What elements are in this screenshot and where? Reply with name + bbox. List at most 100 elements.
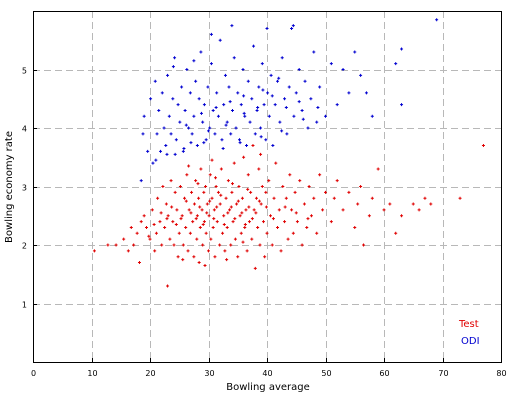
data-point-odi bbox=[199, 50, 203, 54]
data-point-test bbox=[184, 199, 188, 203]
data-point-test bbox=[288, 173, 292, 177]
data-point-odi bbox=[238, 141, 242, 145]
data-point-test bbox=[271, 217, 275, 221]
data-point-test bbox=[183, 196, 187, 200]
data-point-test bbox=[254, 196, 258, 200]
data-point-odi bbox=[297, 100, 301, 104]
data-point-test bbox=[126, 249, 130, 253]
data-point-test bbox=[185, 173, 189, 177]
data-point-test bbox=[190, 190, 194, 194]
data-point-odi bbox=[208, 126, 212, 130]
data-point-odi bbox=[151, 161, 155, 165]
data-point-odi bbox=[225, 120, 229, 124]
data-point-test bbox=[229, 243, 233, 247]
data-point-test bbox=[205, 211, 209, 215]
data-point-odi bbox=[197, 97, 201, 101]
data-point-odi bbox=[315, 120, 319, 124]
data-point-test bbox=[400, 214, 404, 218]
data-point-odi bbox=[184, 123, 188, 127]
data-point-test bbox=[321, 208, 325, 212]
data-point-test bbox=[205, 202, 209, 206]
data-point-test bbox=[263, 255, 267, 259]
data-point-odi bbox=[262, 103, 266, 107]
data-point-test bbox=[197, 261, 201, 265]
data-point-test bbox=[370, 196, 374, 200]
data-point-test bbox=[293, 190, 297, 194]
data-point-test bbox=[177, 231, 181, 235]
data-point-odi bbox=[276, 79, 280, 83]
grid-lines bbox=[33, 11, 501, 362]
data-point-test bbox=[281, 185, 285, 188]
data-point-test bbox=[382, 208, 386, 212]
data-point-odi bbox=[278, 120, 282, 124]
axis-ticks: 0 10 20 30 40 50 60 70 80 1 2 3 4 5 bbox=[22, 67, 507, 379]
data-point-odi bbox=[176, 103, 180, 107]
data-point-test bbox=[209, 237, 213, 241]
data-point-test bbox=[208, 173, 212, 177]
data-point-test bbox=[235, 202, 239, 206]
data-point-test bbox=[207, 249, 210, 253]
data-point-odi bbox=[230, 108, 234, 112]
data-point-odi bbox=[347, 91, 351, 95]
data-point-odi bbox=[400, 103, 404, 107]
data-point-test bbox=[170, 205, 174, 209]
data-point-odi bbox=[194, 79, 198, 83]
data-point-odi bbox=[353, 50, 357, 54]
y-tick-label: 2 bbox=[22, 242, 27, 251]
data-point-test bbox=[481, 144, 485, 148]
data-point-odi bbox=[270, 94, 274, 98]
x-tick-label: 10 bbox=[87, 369, 97, 378]
data-point-test bbox=[302, 202, 306, 206]
data-point-test bbox=[230, 190, 234, 194]
x-tick-label: 50 bbox=[321, 369, 331, 378]
data-point-odi bbox=[297, 68, 301, 71]
data-point-test bbox=[284, 196, 288, 200]
data-point-test bbox=[164, 202, 168, 206]
data-point-odi bbox=[181, 149, 185, 153]
data-point-odi bbox=[211, 108, 215, 112]
data-point-test bbox=[181, 258, 185, 262]
data-point-odi bbox=[189, 141, 193, 145]
data-point-test bbox=[417, 208, 421, 212]
data-point-test bbox=[180, 214, 184, 218]
data-point-odi bbox=[213, 132, 217, 136]
data-point-test bbox=[159, 211, 163, 215]
data-point-odi bbox=[157, 108, 161, 112]
data-point-test bbox=[202, 220, 206, 224]
data-point-test bbox=[178, 185, 182, 188]
data-point-test bbox=[257, 167, 261, 171]
data-point-test bbox=[129, 225, 133, 229]
data-point-test bbox=[215, 205, 219, 209]
data-point-odi bbox=[159, 149, 163, 153]
data-point-test bbox=[283, 205, 287, 209]
data-point-test bbox=[213, 255, 217, 259]
data-point-odi bbox=[280, 56, 284, 60]
data-point-odi bbox=[242, 111, 246, 115]
data-point-odi bbox=[324, 114, 327, 118]
data-point-test bbox=[362, 243, 366, 247]
data-point-test bbox=[250, 237, 254, 241]
y-tick-label: 4 bbox=[22, 125, 27, 134]
data-point-odi bbox=[171, 97, 175, 101]
data-point-test bbox=[195, 214, 199, 218]
data-point-test bbox=[176, 255, 180, 259]
data-point-test bbox=[423, 196, 427, 200]
data-point-test bbox=[251, 144, 255, 148]
data-point-test bbox=[203, 263, 207, 267]
data-point-odi bbox=[192, 114, 196, 118]
data-point-test bbox=[212, 208, 216, 212]
data-point-test bbox=[198, 205, 202, 209]
data-point-odi bbox=[229, 132, 233, 136]
legend-item-odi: ODI bbox=[461, 336, 480, 347]
data-point-test bbox=[341, 208, 345, 212]
data-point-odi bbox=[185, 68, 189, 71]
data-point-odi bbox=[167, 114, 171, 118]
data-point-odi bbox=[173, 56, 177, 60]
data-point-test bbox=[233, 217, 237, 221]
data-point-test bbox=[307, 185, 311, 188]
data-point-test bbox=[223, 249, 227, 253]
y-tick-label: 5 bbox=[22, 67, 27, 76]
data-point-test bbox=[247, 205, 251, 209]
data-point-test bbox=[187, 164, 191, 168]
